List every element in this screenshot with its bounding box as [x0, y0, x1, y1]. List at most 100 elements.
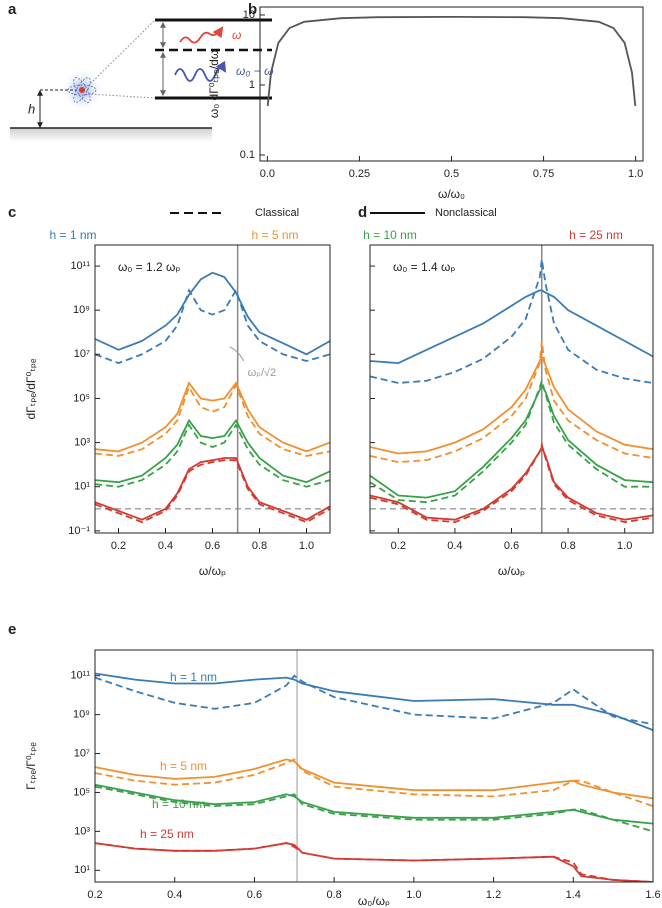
- legend-label: h = 5 nm: [251, 228, 298, 242]
- y-tick-label: 10¹¹: [70, 670, 90, 682]
- x-tick-label: 0.6: [504, 540, 519, 552]
- series-line: [95, 842, 653, 882]
- y-tick-label: 10⁹: [73, 709, 90, 721]
- annotation: ω₀ = 1.2 ωₚ: [118, 260, 181, 274]
- orbitals: [67, 77, 97, 103]
- x-tick-label: 0.0: [260, 168, 275, 180]
- annotation-pointer: [229, 346, 245, 362]
- plot-area: [266, 15, 637, 107]
- x-tick-label: 1.0: [628, 168, 643, 180]
- photon: [179, 26, 224, 44]
- x-tick-label: 0.2: [111, 540, 126, 552]
- x-tick-label: 0.75: [533, 168, 554, 180]
- legend-label: h = 1 nm: [49, 228, 96, 242]
- x-tick-label: 0.4: [447, 540, 462, 552]
- x-axis-label: ω₀/ωₚ: [358, 894, 390, 908]
- axes-frame: [94, 244, 331, 534]
- y-tick-label: 10⁷: [74, 747, 90, 759]
- photon: [174, 60, 227, 82]
- y-axis-label: ω₀ dΓ⁰ₜₚₑ/dω: [207, 50, 221, 118]
- annotation: ω₀ = 1.4 ωₚ: [393, 260, 456, 274]
- series-line: [95, 783, 653, 825]
- y-axis-label: dΓₜₚₑ/dΓ⁰ₜₚₑ: [24, 358, 38, 420]
- x-tick-label: 0.6: [205, 540, 220, 552]
- x-tick-label: 0.8: [326, 889, 341, 901]
- panel-label: a: [8, 1, 17, 18]
- legend: Classical Nonclassical: [170, 207, 497, 219]
- panel-label: c: [8, 204, 16, 221]
- x-tick-label: 0.6: [247, 889, 262, 901]
- series-line: [370, 289, 653, 365]
- series-line: [95, 672, 653, 731]
- plot-area: [95, 245, 330, 533]
- y-tick-label: 10³: [74, 436, 90, 448]
- atom: [79, 87, 85, 93]
- panel-label: e: [8, 621, 16, 638]
- series-line: [95, 457, 330, 521]
- height-label: h: [28, 101, 35, 116]
- y-tick-label: 10³: [74, 825, 90, 837]
- plot-area: [95, 650, 653, 882]
- y-tick-label: 10⁹: [73, 304, 90, 316]
- photon-label: ω₀ − ω: [236, 64, 273, 78]
- y-tick-label: 0.1: [240, 149, 255, 161]
- x-tick-label: 1.6: [645, 889, 660, 901]
- series-line: [370, 259, 653, 384]
- series-line: [95, 418, 330, 484]
- curve-label: h = 1 nm: [170, 670, 217, 684]
- series-line: [95, 842, 653, 882]
- legend-label: h = 10 nm: [363, 228, 417, 242]
- y-tick-label: 10⁵: [73, 392, 90, 404]
- axes-frame: [369, 244, 654, 534]
- axes-frame: [94, 649, 654, 883]
- x-tick-label: 1.4: [566, 889, 581, 901]
- surface: [10, 128, 212, 142]
- series-line: [370, 383, 653, 499]
- zoom-line: [87, 93, 156, 99]
- x-axis-label: ω/ω₀: [438, 187, 465, 201]
- x-tick-label: 0.4: [158, 540, 173, 552]
- y-tick-label: 10¹: [74, 864, 90, 876]
- curve-label: h = 5 nm: [160, 759, 207, 773]
- x-tick-label: 0.2: [391, 540, 406, 552]
- x-tick-label: 0.2: [87, 889, 102, 901]
- zoom-line: [87, 19, 156, 87]
- series-line: [370, 340, 653, 464]
- legend-label: Nonclassical: [435, 207, 497, 219]
- y-tick-label: 10⁷: [74, 348, 90, 360]
- series-line: [370, 377, 653, 504]
- legend-label: Classical: [255, 207, 299, 219]
- series-line: [95, 383, 330, 457]
- curve-label: h = 25 nm: [140, 827, 194, 841]
- y-tick-label: 1: [249, 79, 255, 91]
- x-tick-label: 0.8: [560, 540, 575, 552]
- curve-label: h = 10 nm: [152, 797, 206, 811]
- y-tick-label: 10¹: [74, 481, 90, 493]
- y-tick-label: 10⁵: [73, 786, 90, 798]
- x-tick-label: 1.0: [617, 540, 632, 552]
- y-tick-label: 10⁻¹: [68, 525, 90, 537]
- y-axis-label: Γₜₚₑ/Γ⁰ₜₚₑ: [24, 742, 38, 790]
- series-line: [95, 758, 653, 800]
- x-axis-label: ω/ωₚ: [199, 564, 226, 578]
- plot-area: [370, 245, 653, 533]
- panel-label: d: [358, 204, 367, 221]
- series-line: [370, 354, 653, 455]
- series-line: [95, 674, 653, 726]
- series-line: [95, 423, 330, 488]
- x-tick-label: 0.5: [444, 168, 459, 180]
- x-tick-label: 0.8: [252, 540, 267, 552]
- x-tick-label: 0.4: [167, 889, 182, 901]
- x-tick-label: 1.0: [406, 889, 421, 901]
- x-tick-label: 1.2: [486, 889, 501, 901]
- x-tick-label: 1.0: [299, 540, 314, 552]
- series-line: [370, 441, 653, 524]
- series-line: [95, 785, 653, 833]
- series-line: [95, 381, 330, 453]
- photon-label: ω: [232, 28, 241, 42]
- series-line: [95, 288, 330, 365]
- annotation: ωₚ/√2: [248, 367, 277, 379]
- diagram: a h ω ω₀ − ω: [8, 1, 273, 142]
- series-line: [95, 459, 330, 524]
